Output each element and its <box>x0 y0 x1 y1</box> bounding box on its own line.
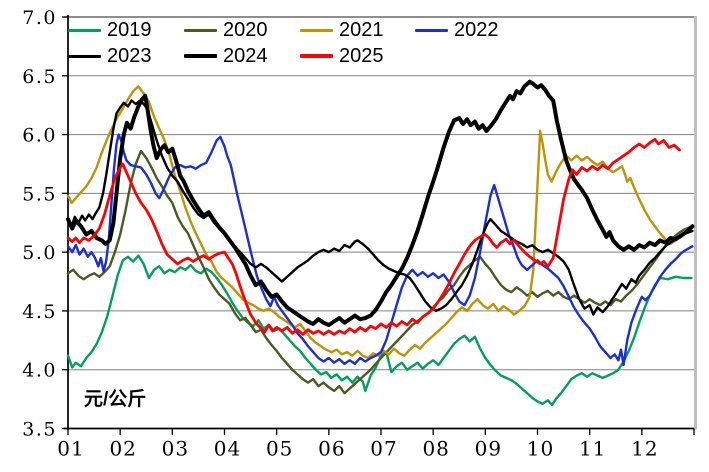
legend-swatch-2020 <box>184 28 217 32</box>
x-tick-label: 07 <box>370 437 397 461</box>
y-tick-label: 4.5 <box>22 301 57 323</box>
legend-item-2019: 2019 <box>68 18 152 42</box>
y-tick-label: 6.5 <box>22 66 57 88</box>
legend-item-2025: 2025 <box>300 44 384 68</box>
x-tick-label: 06 <box>318 437 345 461</box>
legend-label-2020: 2020 <box>223 19 268 41</box>
series-line-2019 <box>66 254 693 407</box>
series-line-2022 <box>66 133 694 367</box>
y-tick-label: 4.0 <box>22 360 57 382</box>
legend-label-2025: 2025 <box>339 45 384 67</box>
legend-item-2022: 2022 <box>415 18 499 42</box>
y-tick-label: 5.0 <box>22 242 57 264</box>
x-tick-label: 03 <box>162 437 189 461</box>
y-tick-label: 6.0 <box>22 125 57 147</box>
series-line-2024 <box>66 79 695 327</box>
legend-label-2024: 2024 <box>223 45 268 67</box>
x-tick-label: 10 <box>527 437 554 461</box>
legend-swatch-2021 <box>300 28 333 32</box>
legend-item-2023: 2023 <box>68 44 152 68</box>
legend-swatch-2024 <box>184 53 217 59</box>
x-tick-label: 01 <box>57 437 84 461</box>
series-line-2025 <box>66 137 681 336</box>
legend-label-2023: 2023 <box>107 45 152 67</box>
series-line-2020 <box>66 149 694 395</box>
legend-swatch-2023 <box>68 54 101 58</box>
legend-label-2022: 2022 <box>454 19 499 41</box>
x-tick-label: 09 <box>475 437 502 461</box>
x-tick-label: 08 <box>422 437 449 461</box>
legend-label-2019: 2019 <box>107 19 152 41</box>
y-tick-label: 5.5 <box>22 183 57 205</box>
x-tick-label: 11 <box>579 437 606 461</box>
x-tick-label: 12 <box>631 437 658 461</box>
y-tick-label: 3.5 <box>22 419 57 441</box>
legend-swatch-2022 <box>415 28 448 32</box>
legend-swatch-2025 <box>300 54 333 58</box>
legend-item-2021: 2021 <box>300 18 384 42</box>
y-tick-label: 7.0 <box>22 7 57 29</box>
legend-swatch-2019 <box>68 28 101 32</box>
legend-label-2021: 2021 <box>339 19 384 41</box>
legend-item-2024: 2024 <box>184 44 268 68</box>
legend-item-2020: 2020 <box>184 18 268 42</box>
x-tick-label: 05 <box>266 437 293 461</box>
x-tick-label: 02 <box>109 437 136 461</box>
unit-label: 元/公斤 <box>84 389 147 410</box>
x-tick-label: 04 <box>214 437 241 461</box>
series-line-2021 <box>66 85 694 360</box>
